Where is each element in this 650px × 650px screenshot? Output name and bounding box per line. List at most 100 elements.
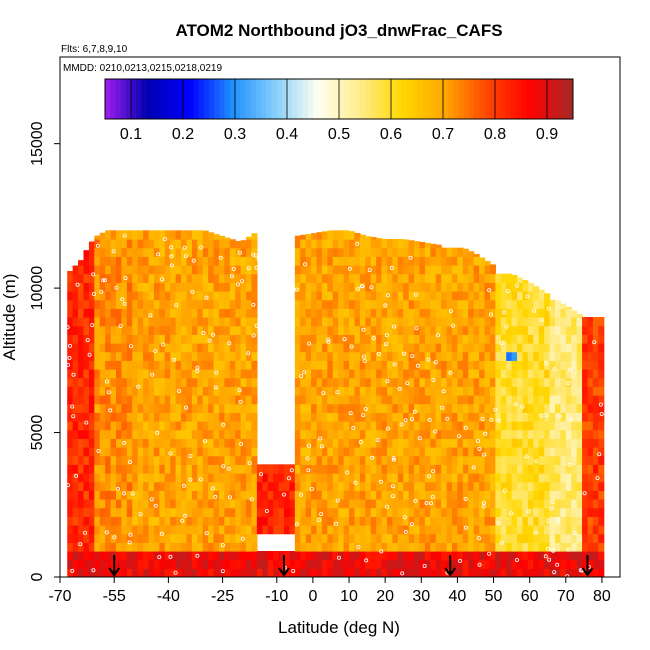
heatmap-cell: [576, 314, 583, 318]
heatmap-cell: [435, 438, 442, 448]
sample-marker: [227, 341, 232, 346]
heatmap-cell: [235, 499, 242, 509]
heatmap-cell: [321, 360, 328, 370]
heatmap-cell: [533, 464, 540, 474]
heatmap-cell: [143, 559, 150, 569]
heatmap-cell: [327, 568, 334, 577]
heatmap-cell: [311, 421, 318, 431]
heatmap-cell: [305, 239, 312, 249]
heatmap-cell: [522, 447, 529, 457]
heatmap-cell: [354, 542, 361, 552]
heatmap-cell: [143, 542, 150, 552]
sample-marker: [156, 252, 161, 257]
heatmap-cell: [208, 525, 215, 535]
sample-marker: [592, 340, 597, 345]
heatmap-cell: [278, 490, 285, 500]
heatmap-cell: [533, 395, 540, 405]
heatmap-cell: [159, 568, 166, 577]
heatmap-cell: [153, 421, 160, 431]
heatmap-cell: [181, 447, 188, 457]
heatmap-cell: [300, 490, 307, 500]
sample-marker: [104, 379, 109, 384]
heatmap-cell: [397, 334, 404, 344]
heatmap-cell: [359, 299, 366, 309]
heatmap-cell: [105, 447, 112, 457]
heatmap-cell: [170, 239, 177, 249]
heatmap-cell: [311, 551, 318, 561]
heatmap-cell: [560, 351, 567, 361]
heatmap-cell: [511, 369, 518, 379]
heatmap-cell: [229, 334, 236, 344]
heatmap-cell: [327, 464, 334, 474]
heatmap-cell: [208, 551, 215, 561]
heatmap-cell: [137, 516, 144, 526]
heatmap-cell: [175, 499, 182, 509]
heatmap-cell: [137, 455, 144, 465]
heatmap-cell: [403, 421, 410, 431]
heatmap-cell: [571, 473, 578, 483]
heatmap-cell: [311, 377, 318, 387]
heatmap-cell: [256, 473, 263, 483]
heatmap-cell: [424, 386, 431, 396]
heatmap-cell: [88, 525, 95, 535]
heatmap-cell: [110, 386, 117, 396]
heatmap-cell: [446, 438, 453, 448]
sample-marker: [162, 236, 167, 241]
sample-marker: [84, 420, 89, 425]
heatmap-cell: [126, 516, 133, 526]
heatmap-cell: [316, 334, 323, 344]
heatmap-cell: [386, 438, 393, 448]
heatmap-cell: [153, 308, 160, 318]
heatmap-cell: [408, 525, 415, 535]
heatmap-cell: [153, 438, 160, 448]
heatmap-cell: [359, 291, 366, 301]
heatmap-cell: [246, 438, 253, 448]
colorbar-segment: [266, 79, 272, 119]
heatmap-cell: [544, 293, 551, 301]
heatmap-cell: [153, 239, 160, 249]
heatmap-cell: [381, 559, 388, 569]
heatmap-cell: [235, 533, 242, 543]
heatmap-cell: [121, 447, 128, 457]
heatmap-cell: [208, 232, 215, 240]
heatmap-cell: [468, 308, 475, 318]
heatmap-cell: [479, 386, 486, 396]
heatmap-cell: [67, 395, 74, 405]
colorbar-segment: [349, 79, 356, 119]
heatmap-cell: [560, 334, 567, 344]
heatmap-cell: [484, 299, 491, 309]
heatmap-cell: [181, 395, 188, 405]
sample-marker: [253, 253, 258, 258]
heatmap-cell: [495, 291, 502, 301]
heatmap-cell: [327, 273, 334, 283]
heatmap-cell: [170, 473, 177, 483]
sample-marker: [74, 473, 79, 478]
heatmap-cell: [484, 507, 491, 517]
heatmap-cell: [354, 265, 361, 275]
heatmap-cell: [83, 377, 90, 387]
heatmap-cell: [94, 481, 101, 491]
heatmap-cell: [67, 464, 74, 474]
heatmap-cell: [343, 369, 350, 379]
heatmap-cell: [571, 447, 578, 457]
heatmap-cell: [354, 568, 361, 577]
heatmap-cell: [224, 351, 231, 361]
heatmap-cell: [408, 360, 415, 370]
heatmap-cell: [132, 542, 139, 552]
heatmap-cell: [121, 455, 128, 465]
heatmap-cell: [446, 325, 453, 335]
heatmap-cell: [587, 403, 594, 413]
heatmap-cell: [164, 516, 171, 526]
heatmap-cell: [403, 412, 410, 422]
heatmap-cell: [370, 551, 377, 561]
heatmap-cell: [202, 386, 209, 396]
heatmap-cell: [462, 317, 469, 327]
heatmap-cell: [571, 568, 578, 577]
sample-marker: [415, 363, 420, 368]
heatmap-cell: [511, 360, 518, 370]
heatmap-cell: [338, 429, 345, 439]
heatmap-cell: [332, 334, 339, 344]
heatmap-cell: [495, 395, 502, 405]
heatmap-cell: [479, 568, 486, 577]
heatmap-cell: [419, 551, 426, 561]
